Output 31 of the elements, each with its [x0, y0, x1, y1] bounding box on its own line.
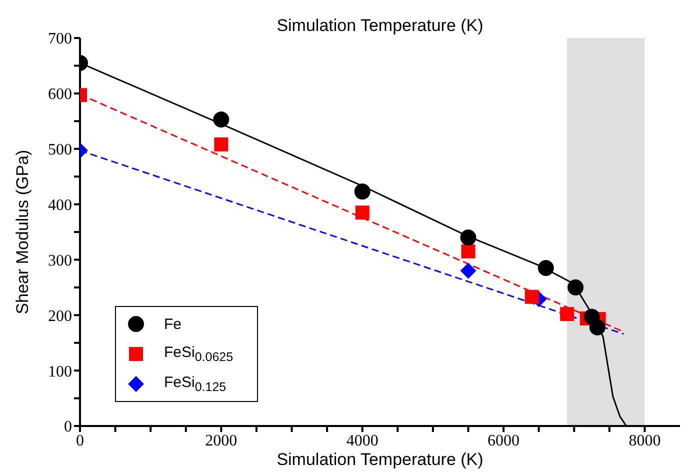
y-tick-label: 0 [64, 418, 72, 436]
point [213, 111, 230, 128]
y-tick-label: 600 [48, 86, 72, 104]
x-tick-label: 6000 [488, 432, 520, 450]
legend-label: FeSi$_{0.0625}$ [164, 344, 234, 364]
y-tick-label: 700 [48, 30, 72, 48]
chart-title: Simulation Temperature (K) [276, 16, 484, 36]
x-tick-label: 4000 [346, 432, 378, 450]
y-axis-title: Shear Modulus (GPa) [13, 150, 32, 314]
point [538, 260, 554, 276]
x-tick-label: 0 [76, 432, 84, 450]
x-tick-label: 8000 [628, 432, 661, 450]
x-axis-title: Simulation Temperature (K) [276, 450, 484, 469]
legend-label: Fe [164, 316, 182, 332]
point [460, 230, 476, 246]
y-tick-label: 500 [48, 142, 72, 159]
point [461, 244, 476, 258]
point [560, 307, 574, 322]
y-tick-label: 200 [48, 308, 72, 325]
point [568, 279, 584, 296]
point [589, 319, 606, 336]
y-tick-label: 400 [48, 196, 72, 214]
point [460, 262, 476, 279]
point [524, 290, 539, 304]
point [214, 137, 228, 152]
y-tick-label: 300 [48, 252, 72, 270]
legend-label: FeSi$_{0.125}$ [164, 374, 226, 394]
x-tick-label: 2000 [205, 432, 238, 450]
point [354, 184, 370, 200]
point [355, 206, 370, 220]
y-tick-label: 100 [48, 363, 72, 380]
